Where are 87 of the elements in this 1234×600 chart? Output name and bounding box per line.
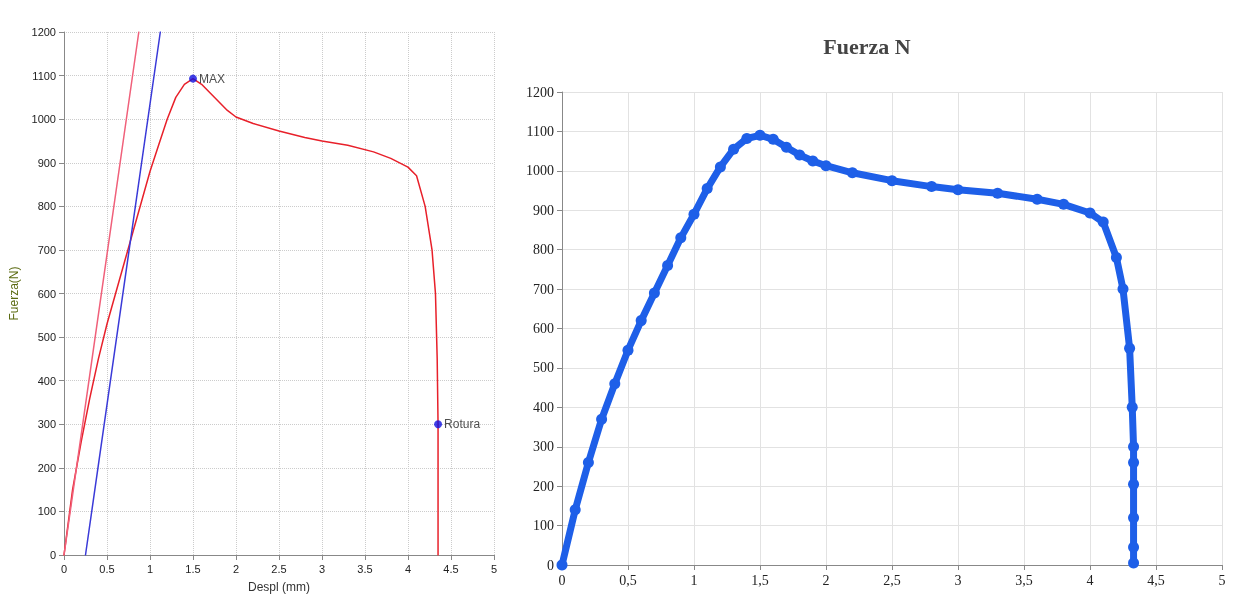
y-tick-label: 500: [37, 331, 56, 344]
data-label: MAX: [198, 71, 225, 86]
point: [1128, 557, 1140, 569]
x-tick-label: 4,5: [1147, 572, 1165, 588]
point: [582, 457, 594, 469]
point: [1031, 193, 1043, 205]
point: [780, 141, 792, 153]
x-tick-label: 3: [318, 562, 326, 575]
y-tick-label: 1000: [31, 113, 56, 126]
x-tick-label: 4: [1086, 572, 1094, 588]
x-tick-label: 2.5: [271, 562, 287, 575]
y-tick-label: 0: [49, 549, 56, 561]
point: [807, 155, 819, 167]
y-tick-label: 600: [533, 321, 554, 336]
point: [1084, 207, 1096, 219]
x-tick-label: 4.5: [443, 562, 459, 575]
y-tick-label: 100: [37, 505, 56, 518]
point: [648, 287, 660, 299]
point: [569, 504, 581, 516]
x-tick-label: 1.5: [185, 562, 201, 575]
point: [622, 344, 634, 356]
y-tick-label: 200: [533, 478, 554, 494]
y-axis-title: Fuerza(N): [7, 266, 21, 321]
point: [635, 315, 647, 327]
x-tick-label: 1: [146, 562, 154, 575]
point: [609, 378, 621, 390]
point: [992, 187, 1004, 199]
point: [728, 143, 740, 155]
y-tick-label: 500: [533, 360, 554, 376]
x-tick-label: 2: [232, 562, 240, 575]
y-tick-label: 700: [533, 281, 554, 297]
point: [741, 133, 753, 145]
y-tick-label: 1100: [526, 123, 554, 139]
x-tick-label: 0,5: [619, 572, 637, 588]
y-tick-label: 200: [37, 461, 56, 474]
point: [1110, 252, 1122, 264]
point: [1126, 401, 1138, 413]
y-tick-label: 100: [533, 518, 554, 534]
y-tick-label: 300: [533, 439, 554, 455]
data-label: Rotura: [444, 417, 481, 432]
point: [794, 149, 806, 161]
point: [767, 133, 779, 145]
y-tick-label: 1000: [526, 163, 554, 179]
x-tick-label: 0: [558, 572, 566, 588]
y-tick-label: 300: [37, 418, 56, 431]
point: [754, 129, 766, 141]
point: [926, 181, 938, 193]
point: [596, 413, 608, 425]
x-tick-label: 2: [822, 572, 830, 588]
x-axis-title: Despl (mm): [247, 580, 310, 594]
y-tick-label: 400: [37, 374, 56, 387]
y-tick-label: 1200: [31, 26, 56, 38]
x-tick-label: 0: [60, 562, 68, 575]
x-tick-label: 1: [690, 572, 698, 588]
point: [714, 161, 726, 173]
x-tick-label: 2,5: [883, 572, 901, 588]
x-tick-label: 5: [1218, 572, 1226, 588]
x-tick-label: 3,5: [1015, 572, 1033, 588]
point: [820, 160, 832, 172]
y-tick-label: 1200: [526, 84, 554, 100]
point: [1117, 283, 1129, 295]
y-tick-label: 900: [37, 156, 56, 169]
point: [1124, 342, 1136, 354]
x-tick-label: 4: [404, 562, 412, 575]
x-tick-label: 3.5: [357, 562, 373, 575]
y-tick-label: 800: [533, 242, 554, 258]
point: [1058, 198, 1070, 210]
point: [701, 183, 713, 195]
point: [662, 259, 674, 271]
y-tick-label: 900: [533, 202, 554, 218]
point: [952, 184, 964, 196]
y-tick-label: 700: [37, 243, 56, 256]
point: [886, 175, 898, 187]
y-tick-label: 1100: [32, 69, 56, 82]
chart-title: Fuerza N: [823, 33, 911, 59]
x-tick-label: 1,5: [751, 572, 769, 588]
y-tick-label: 400: [533, 399, 554, 415]
y-tick-label: 800: [37, 200, 56, 213]
point: [846, 167, 858, 179]
point: [1097, 216, 1109, 228]
x-tick-label: 3: [954, 572, 962, 588]
y-tick-label: 600: [37, 287, 56, 300]
x-tick-label: 0.5: [99, 562, 115, 575]
point: [688, 208, 700, 220]
point: [675, 232, 687, 244]
x-tick-label: 5: [490, 562, 497, 575]
point: [556, 559, 568, 571]
